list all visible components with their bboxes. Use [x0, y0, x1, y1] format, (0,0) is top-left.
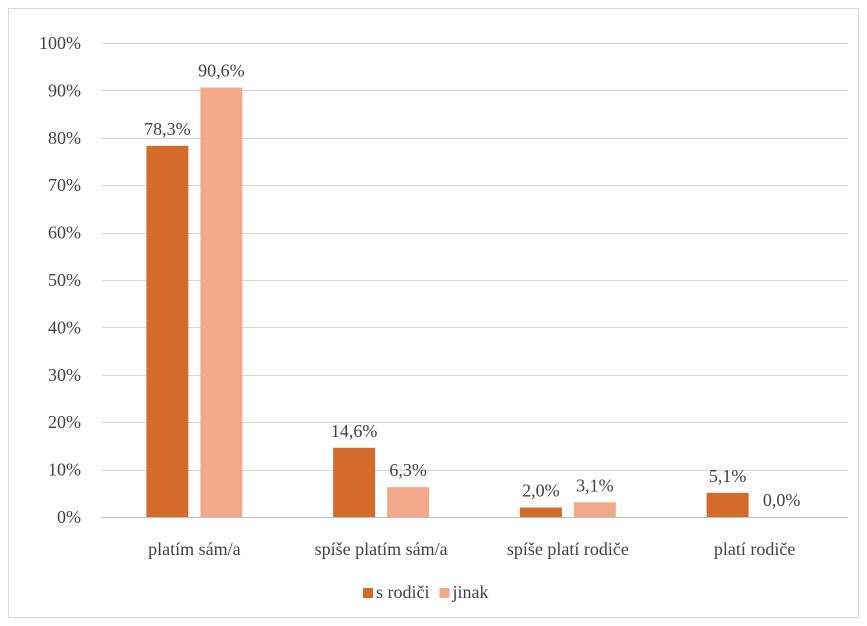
y-tick-label: 20% — [48, 412, 81, 432]
data-label: 5,1% — [709, 466, 747, 486]
y-tick-label: 70% — [48, 175, 81, 195]
y-tick-label: 50% — [48, 270, 81, 290]
y-tick-label: 100% — [39, 33, 81, 53]
bar — [146, 145, 189, 517]
y-tick-label: 0% — [57, 507, 81, 527]
data-label: 78,3% — [144, 119, 191, 139]
data-label: 14,6% — [331, 421, 378, 441]
data-labels: 78,3% 90,6% 14,6% 6,3% 2,0% 3,1% 5,1% 0,0% — [144, 61, 800, 510]
y-tick-label: 60% — [48, 223, 81, 243]
x-category-label: spíše platím sám/a — [315, 539, 448, 559]
bar — [573, 502, 616, 517]
legend-swatch — [363, 588, 373, 598]
bar — [519, 507, 562, 517]
data-label: 0,0% — [763, 490, 801, 510]
y-tick-label: 90% — [48, 80, 81, 100]
x-category-label: platí rodiče — [714, 539, 795, 559]
bar — [387, 487, 430, 517]
y-tick-label: 40% — [48, 317, 81, 337]
data-label: 3,1% — [576, 475, 614, 495]
legend-swatch — [439, 588, 450, 598]
bar — [200, 87, 243, 517]
legend-label: s rodiči — [376, 582, 430, 602]
bar — [333, 447, 376, 517]
legend: s rodiči jinak — [363, 582, 489, 602]
data-label: 6,3% — [389, 460, 427, 480]
data-label: 2,0% — [522, 481, 560, 501]
y-tick-label: 80% — [48, 128, 81, 148]
bar — [706, 492, 749, 517]
legend-label: jinak — [452, 582, 489, 602]
y-tick-label: 10% — [48, 460, 81, 480]
x-axis-categories: platím sám/a spíše platím sám/a spíše plat… — [148, 539, 795, 559]
y-tick-label: 30% — [48, 365, 81, 385]
data-label: 90,6% — [198, 61, 245, 81]
x-category-label: spíše platí rodiče — [507, 539, 629, 559]
y-axis-ticks: 0% 10% 20% 30% 40% 50% 60% 70% 80% 90% 100% — [39, 33, 81, 527]
bars — [146, 87, 749, 517]
x-category-label: platím sám/a — [148, 539, 240, 559]
